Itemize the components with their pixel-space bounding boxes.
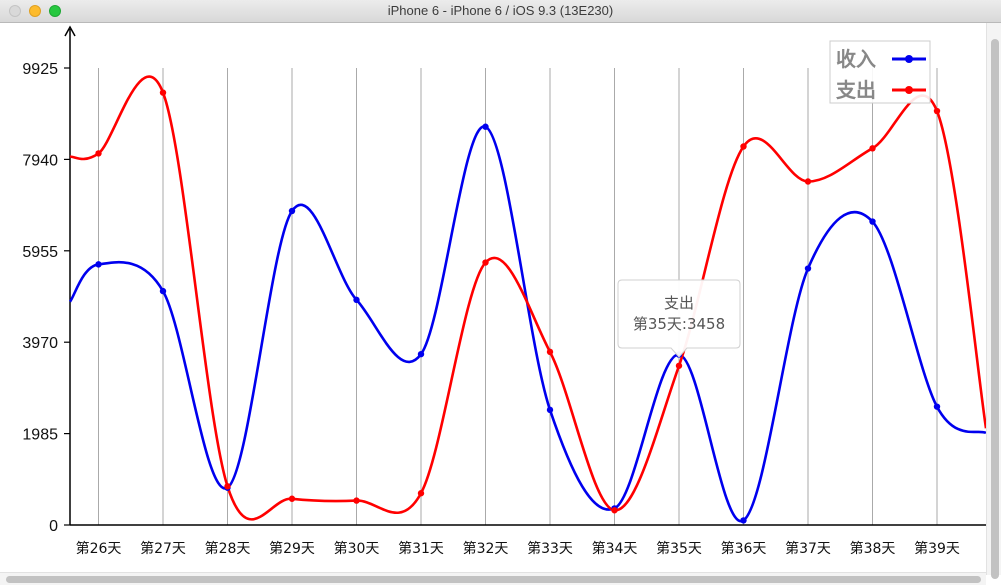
tooltip-title: 支出 — [664, 294, 694, 312]
data-point[interactable] — [933, 107, 941, 115]
x-tick-label: 第36天 — [721, 540, 767, 557]
x-tick-label: 第26天 — [76, 540, 122, 557]
line-chart[interactable]: 0 1985 3970 5955 7940 9925 第26天 第27天 第28天 第29天 第30… — [0, 23, 986, 572]
tick-labels: 0 1985 3970 5955 7940 9925 第26天 第27天 第28天 第29天 第30… — [22, 61, 960, 557]
x-tick-label: 第34天 — [592, 540, 638, 557]
x-tick-label: 第38天 — [850, 540, 896, 557]
data-point[interactable] — [740, 517, 747, 524]
y-axis-arrow-icon — [64, 25, 76, 37]
data-point[interactable] — [159, 89, 167, 96]
vertical-scrollbar[interactable] — [986, 23, 1001, 579]
data-point[interactable] — [546, 406, 554, 414]
series-line-1 — [68, 125, 986, 523]
x-tick-label: 第39天 — [914, 540, 960, 557]
data-point[interactable] — [804, 265, 812, 272]
x-tick-label: 第32天 — [463, 540, 509, 557]
x-tick-label: 第27天 — [140, 540, 186, 557]
data-point[interactable] — [224, 483, 231, 490]
grid-lines — [98, 68, 938, 525]
data-point[interactable] — [353, 497, 360, 504]
horizontal-scroll-thumb[interactable] — [6, 576, 981, 583]
data-point[interactable] — [95, 150, 102, 157]
legend-marker — [905, 55, 913, 63]
y-tick-label: 5955 — [22, 244, 58, 261]
legend-marker — [905, 86, 913, 94]
data-point[interactable] — [417, 350, 425, 358]
x-tick-label: 第30天 — [334, 540, 380, 557]
x-tick-label: 第33天 — [527, 540, 573, 557]
axes — [64, 25, 986, 526]
vertical-scroll-thumb[interactable] — [991, 39, 999, 579]
window-title: iPhone 6 - iPhone 6 / iOS 9.3 (13E230) — [387, 3, 614, 18]
data-point[interactable] — [869, 145, 876, 152]
data-points — [95, 89, 941, 524]
x-tick-label: 第28天 — [205, 540, 251, 557]
minimize-button[interactable] — [29, 5, 41, 17]
data-point[interactable] — [869, 218, 876, 225]
data-point[interactable] — [159, 287, 167, 295]
data-point[interactable] — [675, 362, 683, 369]
data-point[interactable] — [804, 178, 812, 185]
zoom-button[interactable] — [49, 5, 61, 17]
data-point[interactable] — [482, 123, 489, 130]
data-point[interactable] — [546, 348, 554, 356]
tooltip-value: 第35天:3458 — [633, 315, 725, 333]
legend-label: 收入 — [836, 47, 876, 71]
legend-label: 支出 — [836, 78, 876, 102]
tooltip-box — [617, 279, 741, 358]
data-point[interactable] — [933, 403, 941, 410]
x-tick-label: 第37天 — [785, 540, 831, 557]
horizontal-scrollbar[interactable] — [0, 572, 986, 585]
y-tick-label: 7940 — [22, 152, 58, 169]
data-point[interactable] — [288, 207, 296, 215]
data-point[interactable] — [611, 507, 618, 514]
data-point[interactable] — [482, 259, 489, 266]
data-point[interactable] — [417, 490, 425, 497]
series-line-2 — [69, 75, 986, 521]
data-point[interactable] — [353, 296, 360, 304]
close-button[interactable] — [9, 5, 21, 17]
data-point[interactable] — [740, 143, 747, 150]
title-bar: iPhone 6 - iPhone 6 / iOS 9.3 (13E230) — [0, 0, 1001, 23]
data-point[interactable] — [288, 495, 296, 502]
x-tick-label: 第31天 — [398, 540, 444, 557]
y-tick-label: 0 — [49, 518, 58, 535]
y-tick-label: 3970 — [22, 335, 58, 352]
x-tick-label: 第29天 — [269, 540, 315, 557]
series-lines — [68, 75, 986, 523]
legend-box — [829, 40, 931, 104]
x-tick-label: 第35天 — [656, 540, 702, 557]
y-tick-label: 1985 — [22, 427, 58, 444]
y-tick-label: 9925 — [22, 61, 58, 78]
data-point[interactable] — [95, 261, 102, 268]
